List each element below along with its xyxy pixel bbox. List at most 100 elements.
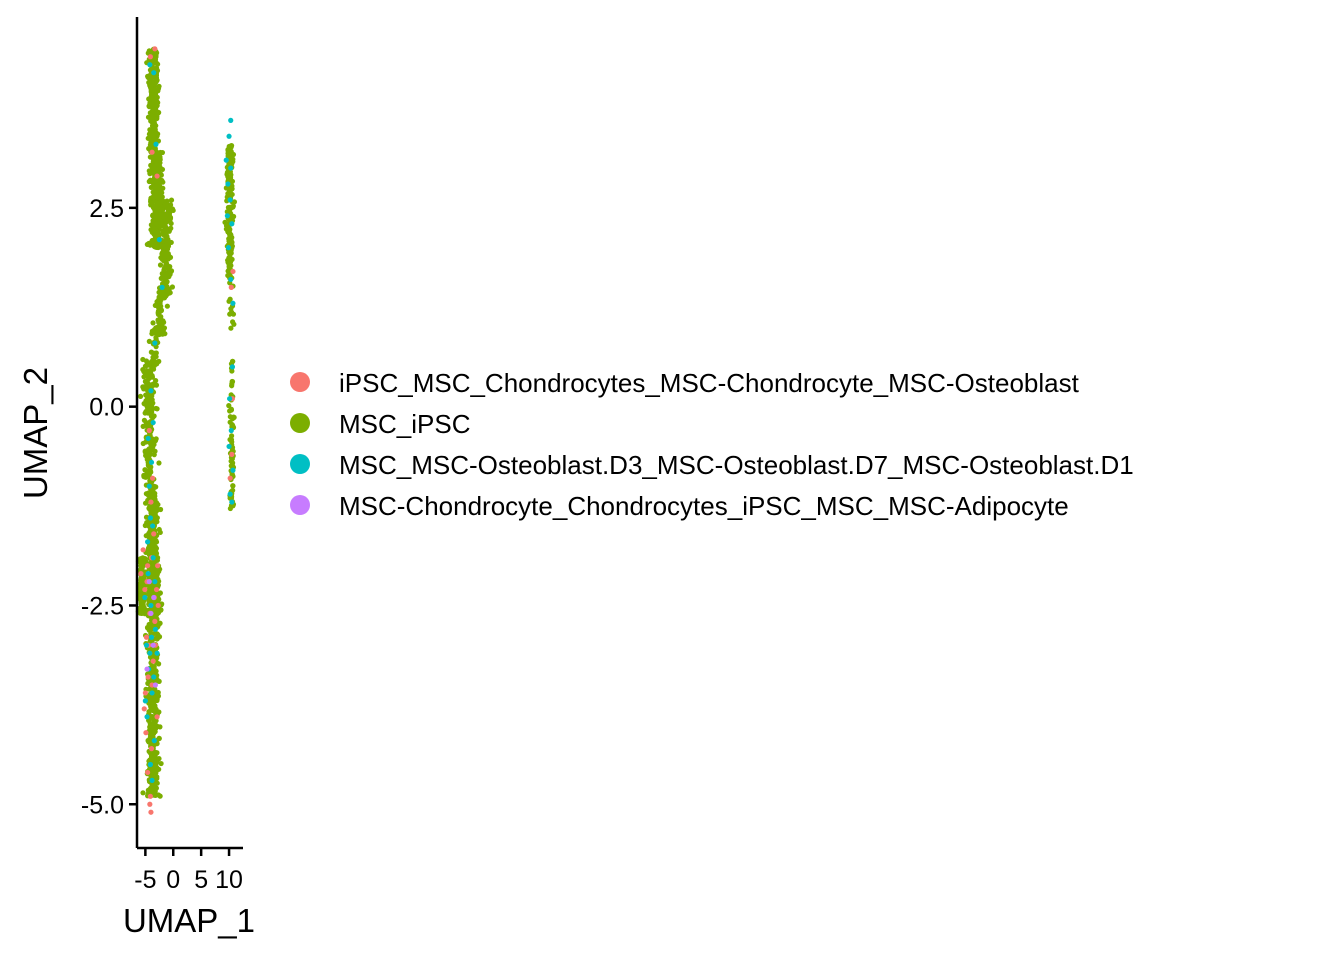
data-point-msc-ipsc (153, 325, 159, 331)
data-point-msc-ipsc (151, 380, 158, 387)
data-point-msc-ipsc (157, 793, 163, 799)
data-point-msc-ipsc (149, 550, 155, 556)
data-point-2 (227, 197, 233, 203)
data-point-2 (225, 181, 231, 187)
data-point-0 (151, 531, 157, 537)
data-point-2 (148, 634, 155, 640)
y-tick-label: -5.0 (81, 791, 124, 819)
data-point-msc-ipsc (153, 574, 159, 581)
data-point-msc-ipsc (148, 74, 154, 80)
data-point-msc-ipsc (152, 749, 158, 755)
data-point-msc-ipsc (147, 465, 153, 471)
data-point-2 (148, 459, 155, 465)
y-ticks: -5.0 -2.5 0.0 2.5 (81, 195, 137, 819)
data-point-2 (145, 571, 151, 577)
data-point-msc-ipsc (229, 383, 235, 389)
data-point-msc-ipsc (163, 225, 170, 231)
data-point-2 (228, 165, 234, 171)
data-point-msc-ipsc (154, 192, 160, 198)
data-point-0 (149, 149, 155, 155)
data-point-2 (144, 714, 150, 720)
data-point-msc-ipsc (145, 738, 151, 744)
legend-swatch (290, 454, 310, 474)
data-point-msc-ipsc (164, 303, 170, 309)
data-point-2 (147, 650, 153, 656)
legend-swatch (290, 372, 310, 392)
data-point-msc-ipsc (150, 218, 156, 224)
data-point-msc-ipsc (149, 113, 156, 120)
data-point-3 (152, 682, 159, 688)
data-point-msc-ipsc (154, 77, 160, 83)
data-point-0 (143, 730, 149, 736)
data-point-msc-ipsc (228, 325, 234, 331)
data-point-msc-ipsc (151, 120, 158, 127)
data-point-msc-ipsc (225, 229, 231, 235)
x-tick-label: -5 (134, 866, 156, 894)
data-point-msc-ipsc (153, 764, 160, 771)
data-point-msc-ipsc (140, 423, 146, 429)
data-point-0 (146, 427, 152, 434)
data-point-msc-ipsc (159, 194, 165, 200)
data-point-0 (155, 563, 161, 569)
data-point-msc-ipsc (156, 165, 162, 171)
legend: iPSC_MSC_Chondrocytes_MSC-Chondrocyte_MS… (290, 368, 1134, 521)
data-point-msc-ipsc (156, 578, 162, 584)
data-point-msc-ipsc (137, 584, 144, 590)
data-point-msc-ipsc (166, 266, 172, 272)
data-point-msc-ipsc (154, 655, 160, 661)
data-point-msc-ipsc (161, 265, 168, 271)
data-point-msc-ipsc (140, 600, 146, 606)
data-point-msc-ipsc (150, 178, 156, 184)
data-point-msc-ipsc (145, 401, 151, 407)
data-point-2 (145, 539, 151, 545)
data-point-msc-ipsc (158, 607, 164, 613)
data-point-msc-ipsc (158, 760, 164, 767)
data-point-2 (151, 738, 157, 744)
data-point-msc-ipsc (153, 500, 160, 506)
data-point-msc-ipsc (159, 271, 165, 277)
data-point-0 (142, 586, 148, 593)
data-point-msc-ipsc (228, 144, 234, 150)
data-point-0 (142, 690, 148, 696)
data-point-msc-ipsc (227, 255, 234, 261)
data-point-0 (148, 499, 154, 505)
data-point-msc-ipsc (159, 256, 165, 262)
data-point-msc-ipsc (224, 171, 230, 177)
data-point-msc-ipsc (153, 484, 159, 490)
data-point-msc-ipsc (226, 263, 232, 269)
data-point-msc-ipsc (141, 374, 147, 380)
data-point-msc-ipsc (150, 505, 156, 511)
legend-label: iPSC_MSC_Chondrocytes_MSC-Chondrocyte_MS… (339, 368, 1080, 398)
data-point-msc-ipsc (154, 611, 160, 618)
data-point-msc-ipsc (154, 635, 160, 641)
legend-label: MSC-Chondrocyte_Chondrocytes_iPSC_MSC_MS… (339, 491, 1069, 521)
data-point-msc-ipsc (144, 624, 151, 631)
data-point-msc-ipsc (153, 354, 159, 360)
data-point-0 (145, 674, 151, 680)
data-point-msc-ipsc (154, 361, 160, 367)
data-point-2 (227, 491, 233, 497)
data-point-msc-ipsc (154, 780, 160, 786)
data-point-msc-ipsc (142, 500, 149, 506)
data-point-2 (229, 499, 235, 505)
y-axis-title: UMAP_2 (17, 367, 54, 499)
data-point-msc-ipsc (137, 558, 143, 565)
data-point-0 (154, 714, 160, 720)
scatter-points (135, 46, 238, 815)
data-point-msc-ipsc (150, 97, 157, 103)
data-point-0 (148, 746, 155, 752)
legend-item-msc-ipsc: MSC_iPSC (290, 409, 470, 439)
data-point-msc-ipsc (145, 397, 151, 403)
data-point-2 (143, 642, 150, 648)
data-point-msc-ipsc (137, 596, 143, 602)
data-point-0 (155, 602, 161, 609)
data-point-msc-ipsc (146, 338, 152, 344)
data-point-2 (226, 133, 232, 139)
y-tick-label: -2.5 (81, 592, 124, 620)
data-point-2 (142, 594, 148, 601)
data-point-msc-ipsc (156, 460, 162, 466)
legend-item-msc-chondrocyte-adipocyte: MSC-Chondrocyte_Chondrocytes_iPSC_MSC_MS… (290, 491, 1069, 521)
data-point-msc-ipsc (143, 514, 150, 520)
data-point-msc-ipsc (149, 331, 155, 337)
data-point-msc-ipsc (156, 109, 162, 116)
